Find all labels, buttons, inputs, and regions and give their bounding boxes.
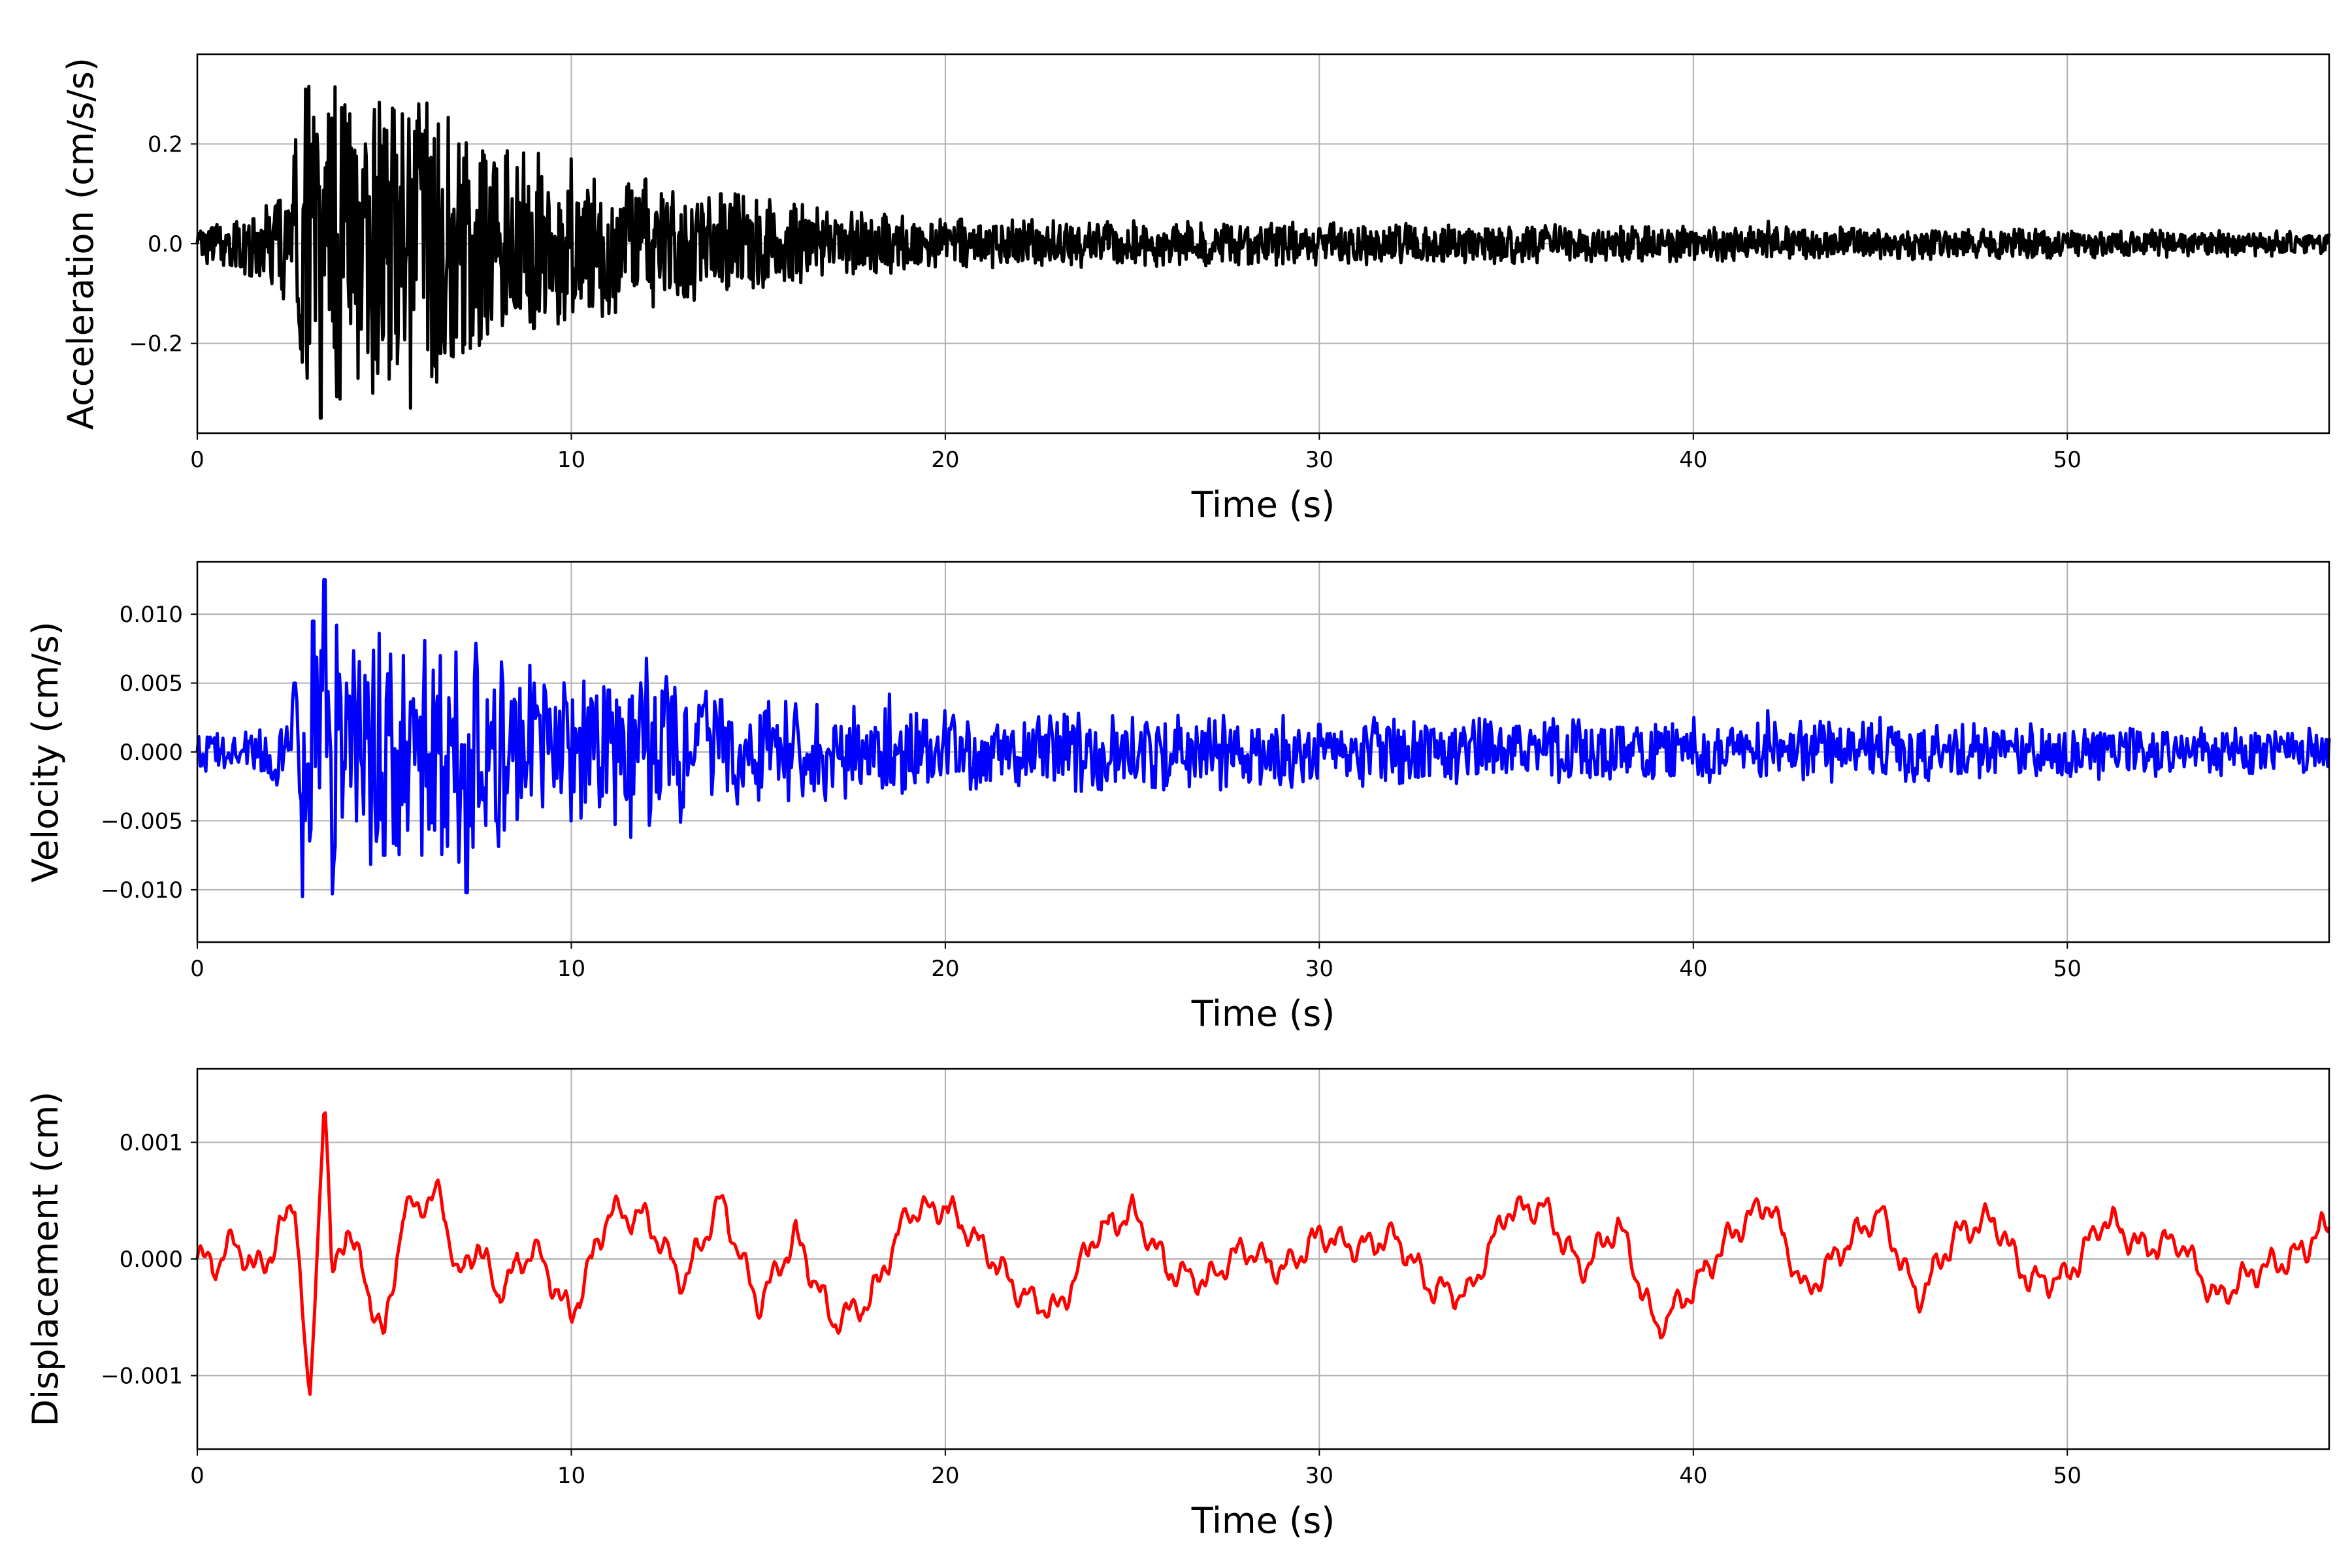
- velocity-x-tick-label: 10: [557, 956, 585, 982]
- velocity-x-tick-label: 30: [1305, 956, 1333, 982]
- acceleration-trace: [195, 84, 2331, 420]
- velocity-x-axis-label: Time (s): [1191, 993, 1335, 1034]
- displacement-x-ticks: 0 10 20 30 40 50: [190, 1449, 2082, 1489]
- displacement-y-ticks: −0.001 0.000 0.001: [101, 1130, 197, 1390]
- displacement-x-tick-label: 10: [557, 1463, 585, 1489]
- displacement-x-tick-label: 20: [931, 1463, 959, 1489]
- acceleration-x-ticks: 0 10 20 30 40 50: [190, 433, 2082, 473]
- acceleration-y-ticks: −0.2 0.0 0.2: [129, 131, 197, 357]
- velocity-y-tick-label: 0.005: [120, 671, 183, 697]
- displacement-x-tick-label: 0: [190, 1463, 204, 1489]
- velocity-x-tick-label: 50: [2053, 956, 2082, 982]
- acceleration-x-tick-label: 10: [557, 447, 585, 473]
- displacement-trace: [195, 1111, 2331, 1396]
- acceleration-x-tick-label: 40: [1679, 447, 1707, 473]
- velocity-x-tick-label: 0: [190, 956, 204, 982]
- displacement-y-tick-label: −0.001: [101, 1364, 183, 1390]
- acceleration-y-tick-label: 0.2: [148, 131, 183, 157]
- acceleration-y-axis-label: Acceleration (cm/s/s): [60, 57, 101, 430]
- acceleration-y-tick-label: −0.2: [129, 331, 183, 357]
- velocity-y-ticks: −0.010 −0.005 0.000 0.005 0.010: [101, 602, 197, 904]
- acceleration-x-tick-label: 0: [190, 447, 204, 473]
- displacement-x-tick-label: 40: [1679, 1463, 1707, 1489]
- acceleration-x-tick-label: 30: [1305, 447, 1333, 473]
- displacement-x-tick-label: 50: [2053, 1463, 2082, 1489]
- velocity-y-tick-label: 0.010: [120, 602, 183, 628]
- velocity-y-axis-label: Velocity (cm/s): [25, 621, 66, 883]
- velocity-x-tick-label: 20: [931, 956, 959, 982]
- velocity-y-tick-label: 0.000: [120, 740, 183, 766]
- velocity-trace: [195, 578, 2331, 898]
- displacement-grid: [197, 1069, 2329, 1449]
- displacement-y-tick-label: 0.000: [120, 1247, 183, 1273]
- acceleration-y-tick-label: 0.0: [148, 231, 183, 257]
- displacement-y-tick-label: 0.001: [120, 1130, 183, 1156]
- velocity-x-ticks: 0 10 20 30 40 50: [190, 942, 2082, 982]
- acceleration-x-axis-label: Time (s): [1191, 484, 1335, 525]
- acceleration-panel: 0 10 20 30 40 50 −0.2 0.0 0.2 Time (s) Accelera…: [60, 53, 2331, 525]
- displacement-x-tick-label: 30: [1305, 1463, 1333, 1489]
- velocity-panel: 0 10 20 30 40 50 −0.010−0.0050.0000.0050.010 …: [25, 561, 2331, 1034]
- velocity-y-tick-label: −0.010: [101, 877, 183, 904]
- displacement-y-axis-label: Displacement (cm): [25, 1092, 66, 1427]
- velocity-y-tick-label: −0.005: [101, 808, 183, 834]
- acceleration-x-tick-label: 20: [931, 447, 959, 473]
- displacement-x-axis-label: Time (s): [1191, 1500, 1335, 1541]
- acceleration-x-tick-label: 50: [2053, 447, 2082, 473]
- displacement-panel: 0 10 20 30 40 50 −0.001 0.000 0.001 Time (s) Di…: [25, 1068, 2331, 1541]
- velocity-x-tick-label: 40: [1679, 956, 1707, 982]
